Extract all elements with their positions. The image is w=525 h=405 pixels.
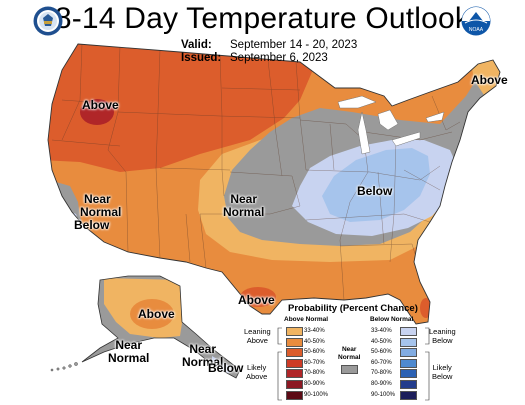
valid-value: September 14 - 20, 2023 bbox=[230, 39, 358, 51]
issued-line: Issued: September 6, 2023 bbox=[181, 52, 357, 65]
legend-above-swatch-0 bbox=[286, 327, 303, 336]
legend-leaning-below-line1: Leaning bbox=[429, 327, 456, 336]
legend-title: Probability (Percent Chance) bbox=[288, 303, 418, 314]
legend-likely-above-line2: Above bbox=[246, 372, 268, 381]
label-near-normal-alaska-se: Near Normal bbox=[182, 343, 223, 369]
legend-below-label-2: 50-60% bbox=[371, 349, 392, 356]
label-ak-sw-line2: Normal bbox=[108, 351, 150, 365]
legend-below-swatch-0 bbox=[400, 327, 417, 336]
label-ak-se-line1: Near bbox=[189, 342, 217, 356]
page-title: 8-14 Day Temperature Outlook bbox=[54, 2, 471, 35]
legend-below-swatch-6 bbox=[400, 390, 417, 400]
legend-near-swatch bbox=[341, 365, 358, 374]
label-ca-line3: Below bbox=[74, 218, 110, 232]
noaa-logo-icon: NOAA bbox=[461, 6, 491, 36]
legend-above-swatch-6 bbox=[286, 390, 303, 400]
issued-label: Issued: bbox=[181, 52, 222, 64]
legend-below-label-3: 60-70% bbox=[371, 359, 392, 366]
legend-below-header: Below Normal bbox=[370, 316, 414, 323]
label-above-northeast: Above bbox=[471, 73, 508, 87]
legend-above-swatch-5 bbox=[286, 380, 303, 389]
legend-above-label-2: 50-60% bbox=[304, 349, 325, 356]
legend-below-swatch-1 bbox=[400, 337, 417, 347]
label-near-normal-central-line1: Near bbox=[230, 192, 258, 206]
date-block: Valid: September 14 - 20, 2023 Issued: Sep… bbox=[181, 39, 357, 65]
label-near-normal-below-ca: Near Normal Below bbox=[74, 193, 121, 232]
label-near-normal-central-line2: Normal bbox=[223, 205, 265, 219]
legend-below-label-5: 80-90% bbox=[371, 381, 392, 387]
legend-above-label-0: 33-40% bbox=[304, 328, 325, 334]
label-above-northwest: Above bbox=[82, 98, 119, 112]
legend-leaning-below: Leaning Below bbox=[429, 327, 456, 345]
noaa-logo-text: NOAA bbox=[469, 27, 484, 33]
label-above-texas: Above bbox=[238, 293, 275, 307]
legend-leaning-below-line2: Below bbox=[432, 336, 453, 345]
legend-brackets bbox=[277, 327, 430, 401]
aleutian-islands bbox=[50, 362, 78, 372]
legend-below-label-6: 90-100% bbox=[371, 391, 396, 398]
legend-below-swatch-5 bbox=[400, 380, 417, 389]
legend-below-swatch-2 bbox=[400, 348, 417, 358]
legend-likely-below: Likely Below bbox=[432, 363, 452, 381]
legend-above-swatch-1 bbox=[286, 337, 303, 347]
legend-near-header-line2: Normal bbox=[338, 354, 361, 361]
issued-value: September 6, 2023 bbox=[230, 52, 328, 64]
legend-likely-above-line1: Likely bbox=[247, 363, 267, 372]
valid-line: Valid: September 14 - 20, 2023 bbox=[181, 39, 357, 52]
legend-likely-below-line1: Likely bbox=[432, 363, 452, 372]
label-near-normal-central: Near Normal bbox=[223, 193, 264, 219]
legend-leaning-above-line2: Above bbox=[246, 336, 268, 345]
label-above-alaska: Above bbox=[138, 307, 175, 321]
label-ca-line2: Normal bbox=[80, 205, 122, 219]
legend-above-label-5: 80-90% bbox=[304, 381, 325, 387]
legend-below-swatch-3 bbox=[400, 358, 417, 368]
valid-label: Valid: bbox=[181, 39, 212, 51]
legend-below-swatch-4 bbox=[400, 369, 417, 379]
legend-near-header-line1: Near bbox=[341, 346, 357, 353]
legend-below-label-1: 40-50% bbox=[371, 338, 392, 345]
label-below-east: Below bbox=[357, 184, 393, 198]
legend-above-label-1: 40-50% bbox=[304, 338, 325, 345]
legend-above-swatch-3 bbox=[286, 358, 303, 368]
legend-above-swatch-4 bbox=[286, 369, 303, 379]
legend-below-label-4: 70-80% bbox=[371, 370, 392, 377]
label-ca-line1: Near bbox=[84, 192, 111, 206]
legend-below-label-0: 33-40% bbox=[371, 328, 392, 334]
legend: Probability (Percent Chance) Above Norma… bbox=[242, 300, 478, 405]
legend-likely-above: Likely Above bbox=[246, 363, 267, 381]
label-ak-sw-line1: Near bbox=[115, 338, 143, 352]
conus-outline bbox=[47, 43, 501, 325]
legend-above-label-6: 90-100% bbox=[304, 391, 329, 398]
alaska-outline bbox=[81, 275, 241, 379]
legend-above-swatch-2 bbox=[286, 348, 303, 358]
doc-seal-icon bbox=[33, 6, 63, 36]
legend-leaning-above-line1: Leaning bbox=[244, 327, 271, 336]
legend-above-label-3: 60-70% bbox=[304, 359, 325, 366]
legend-leaning-above: Leaning Above bbox=[244, 327, 271, 345]
label-ak-se-line2: Normal bbox=[182, 355, 224, 369]
legend-likely-below-line2: Below bbox=[432, 372, 453, 381]
legend-above-label-4: 70-80% bbox=[304, 370, 325, 377]
label-below-alaska-se: Below bbox=[208, 361, 244, 375]
legend-above-header: Above Normal bbox=[284, 316, 329, 323]
legend-near-header: Near Normal bbox=[338, 346, 360, 362]
label-near-normal-alaska-sw: Near Normal bbox=[108, 339, 149, 365]
